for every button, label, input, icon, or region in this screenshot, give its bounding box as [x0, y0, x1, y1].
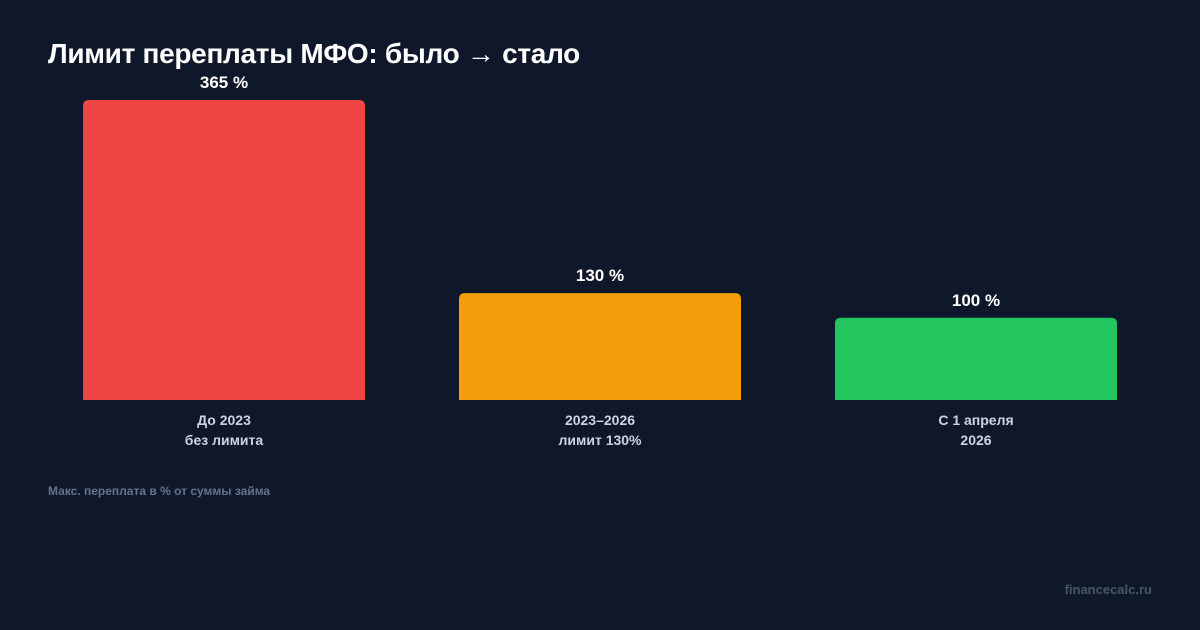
bar-value-label: 365 %	[200, 73, 248, 92]
bar	[459, 293, 741, 400]
chart-note: Макс. переплата в % от суммы займа	[48, 484, 271, 498]
bar	[835, 317, 1117, 400]
bar-value-label: 130 %	[576, 266, 624, 285]
category-label: 2023–2026	[565, 412, 635, 428]
bar	[83, 100, 365, 400]
category-label: 2026	[960, 432, 991, 448]
category-label: С 1 апреля	[938, 412, 1013, 428]
source-label: financecalc.ru	[1064, 582, 1152, 597]
category-label: До 2023	[197, 412, 251, 428]
category-label: без лимита	[185, 432, 264, 448]
category-label: лимит 130%	[558, 432, 642, 448]
bar-value-label: 100 %	[952, 291, 1000, 310]
chart-title: Лимит переплаты МФО: было → стало	[48, 38, 580, 69]
